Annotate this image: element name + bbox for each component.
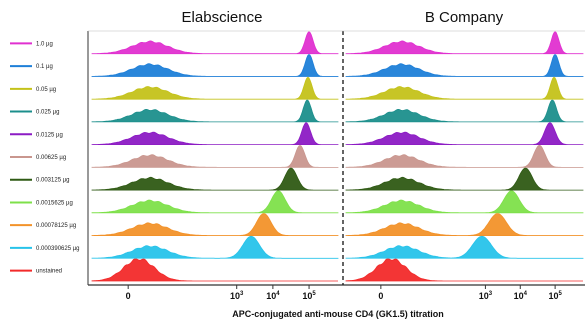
- frame-layer: [87, 30, 585, 286]
- histograms: [91, 31, 584, 282]
- legend-label: 0.0015625 µg: [36, 200, 73, 206]
- x-tick-label: 104: [266, 291, 280, 301]
- histogram-area: [91, 213, 339, 236]
- x-axis-label: APC-conjugated anti-mouse CD4 (GK1.5) ti…: [232, 309, 444, 319]
- panel-title-b-company: B Company: [425, 9, 504, 26]
- legend-label: 0.0125 µg: [36, 132, 63, 138]
- x-tick-label: 0: [126, 291, 131, 301]
- histogram-area: [91, 235, 339, 259]
- x-tick-label: 105: [548, 291, 562, 301]
- histogram-area: [345, 99, 584, 123]
- histogram-area: [345, 190, 584, 214]
- legend-label: 0.1 µg: [36, 64, 53, 70]
- histogram-area: [345, 167, 584, 191]
- x-tick-label: 103: [479, 291, 493, 301]
- legend-label: 0.00078125 µg: [36, 223, 76, 229]
- x-tick-label: 103: [230, 291, 244, 301]
- legend-label: 0.003125 µg: [36, 178, 70, 184]
- legend-label: 0.05 µg: [36, 87, 56, 93]
- x-tick-label: 104: [514, 291, 528, 301]
- histogram-area: [91, 76, 339, 100]
- legend-label: 0.00625 µg: [36, 155, 66, 161]
- histogram-area: [91, 167, 339, 191]
- histogram-area: [345, 31, 584, 55]
- legend-label: 0.000390625 µg: [36, 246, 80, 252]
- histogram-area: [345, 122, 584, 146]
- x-tick-label: 0: [378, 291, 383, 301]
- histogram-area: [345, 258, 583, 282]
- histogram-area: [91, 31, 339, 55]
- histogram-area: [91, 190, 339, 214]
- legend-label: unstained: [36, 269, 62, 275]
- x-axis: 0 103 104 105 0 103 104 105: [126, 285, 562, 301]
- legend-label: 1.0 µg: [36, 41, 53, 47]
- histogram-area: [345, 213, 584, 236]
- histogram-area: [345, 235, 584, 259]
- histogram-area: [91, 258, 338, 282]
- histogram-area: [91, 122, 339, 146]
- x-tick-label: 105: [302, 291, 316, 301]
- legend: 1.0 µg 0.1 µg 0.05 µg 0.025 µg 0.0125 µg 0.00…: [10, 41, 80, 275]
- histogram-area: [91, 144, 339, 168]
- histogram-area: [345, 76, 584, 100]
- histogram-area: [345, 144, 584, 168]
- panel-title-elabscience: Elabscience: [182, 9, 263, 26]
- histogram-area: [91, 99, 339, 123]
- histogram-area: [345, 54, 584, 77]
- legend-label: 0.025 µg: [36, 110, 59, 116]
- histogram-area: [91, 54, 339, 77]
